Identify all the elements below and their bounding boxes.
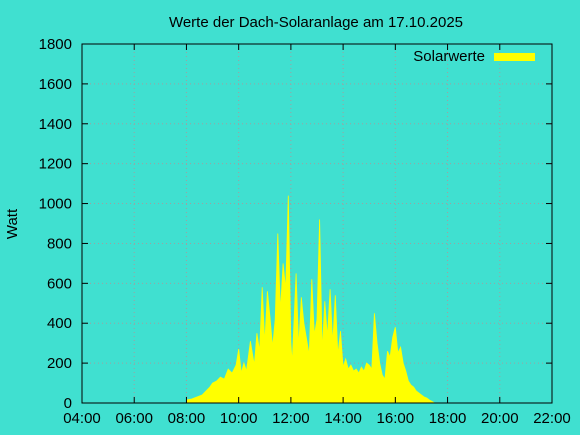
y-tick-label: 400 [47, 315, 72, 332]
x-tick-label: 18:00 [429, 410, 467, 427]
y-tick-label: 1800 [39, 36, 72, 53]
x-tick-label: 16:00 [377, 410, 415, 427]
x-tick-label: 06:00 [115, 410, 153, 427]
y-tick-label: 1600 [39, 76, 72, 93]
x-tick-label: 22:00 [533, 410, 571, 427]
y-tick-label: 200 [47, 355, 72, 372]
x-tick-label: 14:00 [324, 410, 362, 427]
x-tick-label: 10:00 [220, 410, 258, 427]
legend-swatch [494, 53, 535, 61]
chart-title: Werte der Dach-Solaranlage am 17.10.2025 [169, 14, 463, 31]
axes: 0 200 400 600 800 1000 1200 1400 1600 1800 04:00 06… [39, 36, 571, 427]
y-tick-label: 1400 [39, 116, 72, 133]
y-tick-label: 0 [64, 395, 72, 412]
y-axis-label: Watt [4, 208, 21, 239]
plot-frame [81, 43, 553, 404]
legend: Solarwerte [413, 48, 535, 65]
x-tick-label: 12:00 [272, 410, 310, 427]
legend-label: Solarwerte [413, 48, 485, 65]
y-tick-label: 1000 [39, 196, 72, 213]
x-tick-label: 20:00 [481, 410, 519, 427]
y-tick-label: 600 [47, 275, 72, 292]
series-area-1 [185, 195, 436, 404]
x-tick-label: 08:00 [168, 410, 206, 427]
y-tick-label: 800 [47, 235, 72, 252]
plot-area [185, 195, 436, 404]
y-tick-label: 1200 [39, 156, 72, 173]
x-tick-label: 04:00 [63, 410, 101, 427]
